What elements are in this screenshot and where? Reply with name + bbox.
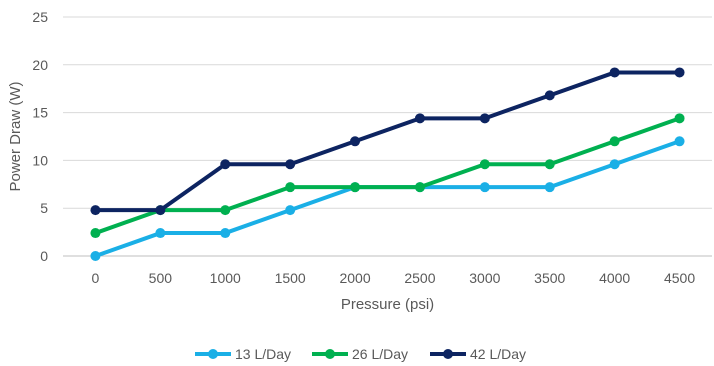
data-point: [674, 136, 685, 147]
legend-swatch-marker: [325, 349, 335, 359]
data-point: [285, 159, 296, 170]
data-point: [609, 159, 620, 170]
legend-item: 26 L/Day: [312, 346, 408, 362]
data-point: [90, 228, 101, 239]
legend-item: 13 L/Day: [195, 346, 291, 362]
series-line: [93, 139, 682, 258]
x-tick-label: 2000: [339, 270, 370, 286]
data-point: [544, 90, 555, 101]
y-tick-label: 10: [32, 152, 48, 168]
x-tick-label: 2500: [404, 270, 435, 286]
y-tick-label: 20: [32, 57, 48, 73]
x-tick-label: 3000: [469, 270, 500, 286]
data-point: [479, 113, 490, 124]
legend-label: 26 L/Day: [352, 346, 408, 362]
legend-label: 42 L/Day: [470, 346, 526, 362]
data-point: [285, 182, 296, 193]
data-point: [414, 182, 425, 193]
data-point: [544, 182, 555, 193]
data-point: [479, 159, 490, 170]
legend-swatch-marker: [443, 349, 453, 359]
data-point: [285, 205, 296, 216]
x-tick-label: 0: [92, 270, 100, 286]
data-point: [350, 182, 361, 193]
data-point: [90, 205, 101, 216]
series-26-l-day: [90, 113, 685, 239]
x-tick-label: 1000: [210, 270, 241, 286]
series-lines: [90, 67, 685, 261]
data-point: [155, 228, 166, 239]
x-tick-label: 1500: [275, 270, 306, 286]
data-point: [479, 182, 490, 193]
y-tick-label: 15: [32, 105, 48, 121]
legend: 13 L/Day 26 L/Day 42 L/Day: [195, 346, 526, 362]
data-point: [220, 205, 231, 216]
y-axis-title: Power Draw (W): [7, 81, 24, 191]
x-tick-label: 500: [149, 270, 173, 286]
x-tick-label: 3500: [534, 270, 565, 286]
legend-item: 42 L/Day: [430, 346, 526, 362]
legend-swatch-marker: [208, 349, 218, 359]
data-point: [609, 136, 620, 147]
data-point: [220, 228, 231, 239]
series-line: [93, 70, 682, 213]
x-axis-title: Pressure (psi): [341, 296, 434, 313]
legend-label: 13 L/Day: [235, 346, 291, 362]
data-point: [90, 251, 101, 261]
y-tick-label: 5: [40, 200, 48, 216]
series-42-l-day: [90, 67, 685, 216]
x-tick-label: 4500: [664, 270, 695, 286]
x-tick-labels: 0 500 1000 1500 2000 2500 3000 3500 4000 4500: [92, 270, 696, 286]
y-tick-label: 25: [32, 9, 48, 25]
data-point: [609, 67, 620, 78]
x-tick-label: 4000: [599, 270, 630, 286]
data-point: [674, 67, 685, 78]
data-point: [220, 159, 231, 170]
y-tick-label: 0: [40, 248, 48, 264]
series-line: [93, 116, 682, 236]
y-tick-labels: 0 5 10 15 20 25: [32, 9, 48, 264]
data-point: [674, 113, 685, 124]
data-point: [155, 205, 166, 216]
data-point: [544, 159, 555, 170]
data-point: [414, 113, 425, 124]
data-point: [350, 136, 361, 147]
